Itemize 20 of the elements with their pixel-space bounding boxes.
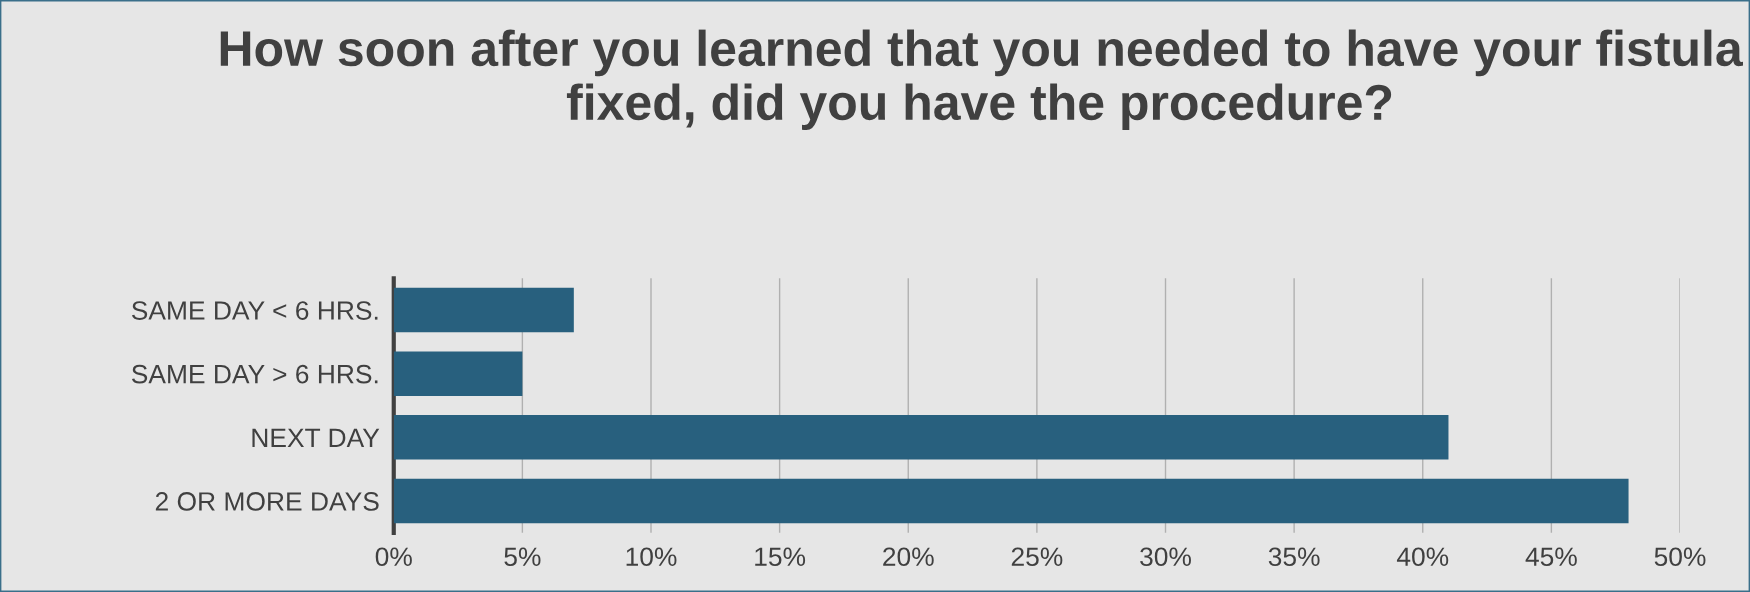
- y-tick-label: SAME DAY < 6 HRS.: [131, 301, 378, 320]
- x-tick-label: 5%: [504, 547, 541, 567]
- x-tick-label: 25%: [1011, 547, 1063, 567]
- bar: [393, 287, 574, 333]
- bar: [393, 351, 523, 396]
- x-tick-label: 20%: [883, 547, 934, 567]
- x-tick-label: 35%: [1268, 547, 1320, 567]
- y-tick-label: NEXT DAY: [252, 428, 380, 447]
- x-tick-label: 10%: [626, 547, 677, 567]
- y-tick-label: 2 OR MORE DAYS: [155, 492, 379, 511]
- x-tick-label: 50%: [1654, 547, 1706, 567]
- bar: [393, 478, 1629, 524]
- x-tick-label: 0%: [375, 547, 412, 567]
- chart-title: How soon after you learned that you needed to have your fistula fixed, did you have the procedure?: [220, 29, 1743, 131]
- x-tick-label: 45%: [1525, 547, 1577, 567]
- bar: [393, 415, 1449, 460]
- y-tick-label: SAME DAY > 6 HRS.: [131, 364, 378, 384]
- x-tick-label: 15%: [755, 547, 806, 567]
- x-tick-label: 30%: [1140, 547, 1191, 567]
- x-tick-label: 40%: [1396, 547, 1449, 567]
